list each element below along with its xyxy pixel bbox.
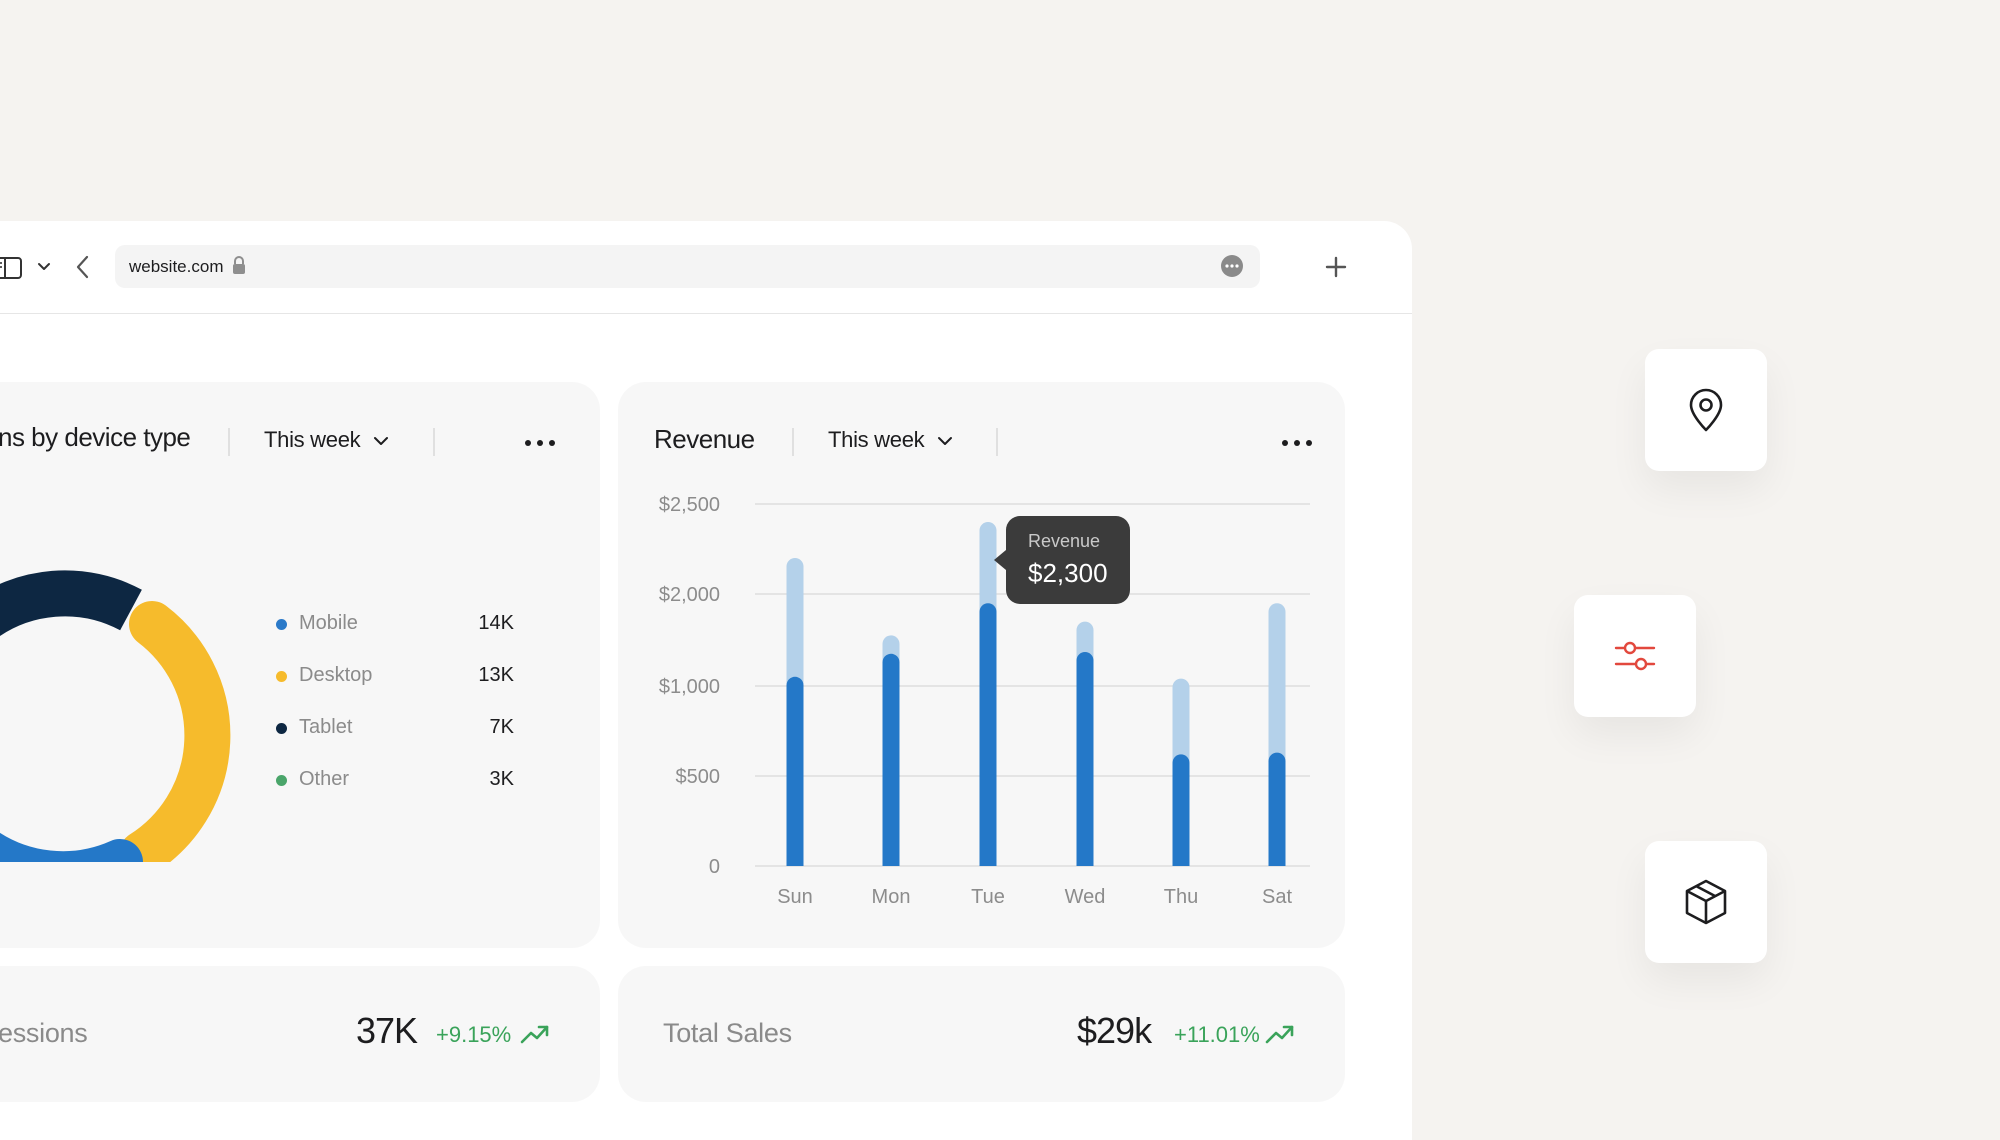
period-select[interactable]: This week [828,427,925,452]
x-tick-label: Sat [1262,886,1292,908]
y-tick-label: $2,500 [659,494,720,516]
bar-value-sun[interactable] [786,676,804,866]
period-select[interactable]: This week [264,427,361,452]
sessions-label: essions [0,1018,88,1048]
x-tick-label: Mon [872,886,911,908]
back-arrow-icon[interactable] [72,254,94,280]
donut-segment-tablet [0,570,142,637]
divider [228,428,230,456]
legend-item-mobile: Mobile 14K [276,609,514,639]
new-tab-plus-icon[interactable] [1322,253,1350,281]
map-pin-icon [1689,388,1723,432]
trend-up-icon [520,1025,549,1044]
filter-tile[interactable] [1574,595,1696,717]
divider [792,428,794,456]
bar-base-sat [1268,857,1286,866]
legend-value: 3K [489,768,514,790]
tooltip-title: Revenue [1028,531,1101,551]
chevron-down-icon[interactable] [372,432,390,450]
location-tile[interactable] [1645,349,1767,471]
legend-label: Desktop [299,664,373,686]
y-tick-label: $2,000 [659,584,720,606]
bar-base-thu [1172,857,1190,866]
legend-value: 13K [478,664,514,686]
sessions-value: 37K [356,1010,418,1051]
trend-up-icon [1265,1025,1294,1044]
bar-value-sat[interactable] [1268,752,1286,866]
url-text: website.com [129,257,224,276]
total-sales-change: +11.01% [1174,1022,1260,1047]
legend-label: Mobile [299,612,358,634]
legend-label: Tablet [299,716,353,738]
sidebar-toggle-icon[interactable] [0,257,24,279]
bar-base-tue [979,857,997,866]
donut-segment-desktop [119,601,231,862]
devices-card-title: ns by device type [0,422,191,452]
bar-value-tue[interactable] [979,603,997,866]
package-tile[interactable] [1645,841,1767,963]
total-sales-value: $29k [1077,1010,1152,1051]
legend-item-other: Other 3K [276,765,514,795]
legend-dot [276,775,287,786]
legend-item-tablet: Tablet 7K [276,713,514,743]
browser-toolbar: website.com [0,221,1412,314]
divider [433,428,435,456]
package-icon [1685,879,1727,925]
y-tick-label: $1,000 [659,676,720,698]
legend-dot [276,723,287,734]
chevron-down-icon[interactable] [36,259,52,275]
x-tick-label: Tue [971,886,1005,908]
device-donut-chart [0,570,231,862]
bar-base-sun [786,857,804,866]
bar-base-mon [882,857,900,866]
bar-value-mon[interactable] [882,653,900,866]
revenue-card-title: Revenue [654,424,755,454]
legend-value: 7K [489,716,514,738]
address-bar[interactable]: website.com [115,245,1260,288]
lock-icon [233,256,245,274]
y-tick-label: $500 [676,766,721,788]
legend-item-desktop: Desktop 13K [276,661,514,691]
legend-dot [276,671,287,682]
x-tick-label: Wed [1065,886,1106,908]
bar-base-wed [1076,857,1094,866]
legend-label: Other [299,768,350,790]
bar-value-thu[interactable] [1172,754,1190,866]
sessions-card: essions 37K +9.15% [0,966,600,1102]
devices-card: ns by device type This week Mobile 14K D… [0,382,600,948]
tooltip-value: $2,300 [1028,558,1108,588]
more-options-icon[interactable] [523,438,557,448]
chevron-down-icon[interactable] [936,432,954,450]
more-circle-icon[interactable] [1220,254,1244,278]
sliders-icon [1614,641,1656,671]
bar-value-wed[interactable] [1076,651,1094,866]
sessions-change: +9.15% [436,1022,512,1047]
x-tick-label: Thu [1164,886,1198,908]
legend-value: 14K [478,612,514,634]
legend-dot [276,619,287,630]
total-sales-card: Total Sales $29k +11.01% [618,966,1345,1102]
y-tick-label: 0 [709,856,720,878]
total-sales-label: Total Sales [663,1018,792,1048]
more-options-icon[interactable] [1280,438,1314,448]
divider [996,428,998,456]
revenue-tooltip: Revenue $2,300 [994,516,1130,604]
x-tick-label: Sun [777,886,813,908]
